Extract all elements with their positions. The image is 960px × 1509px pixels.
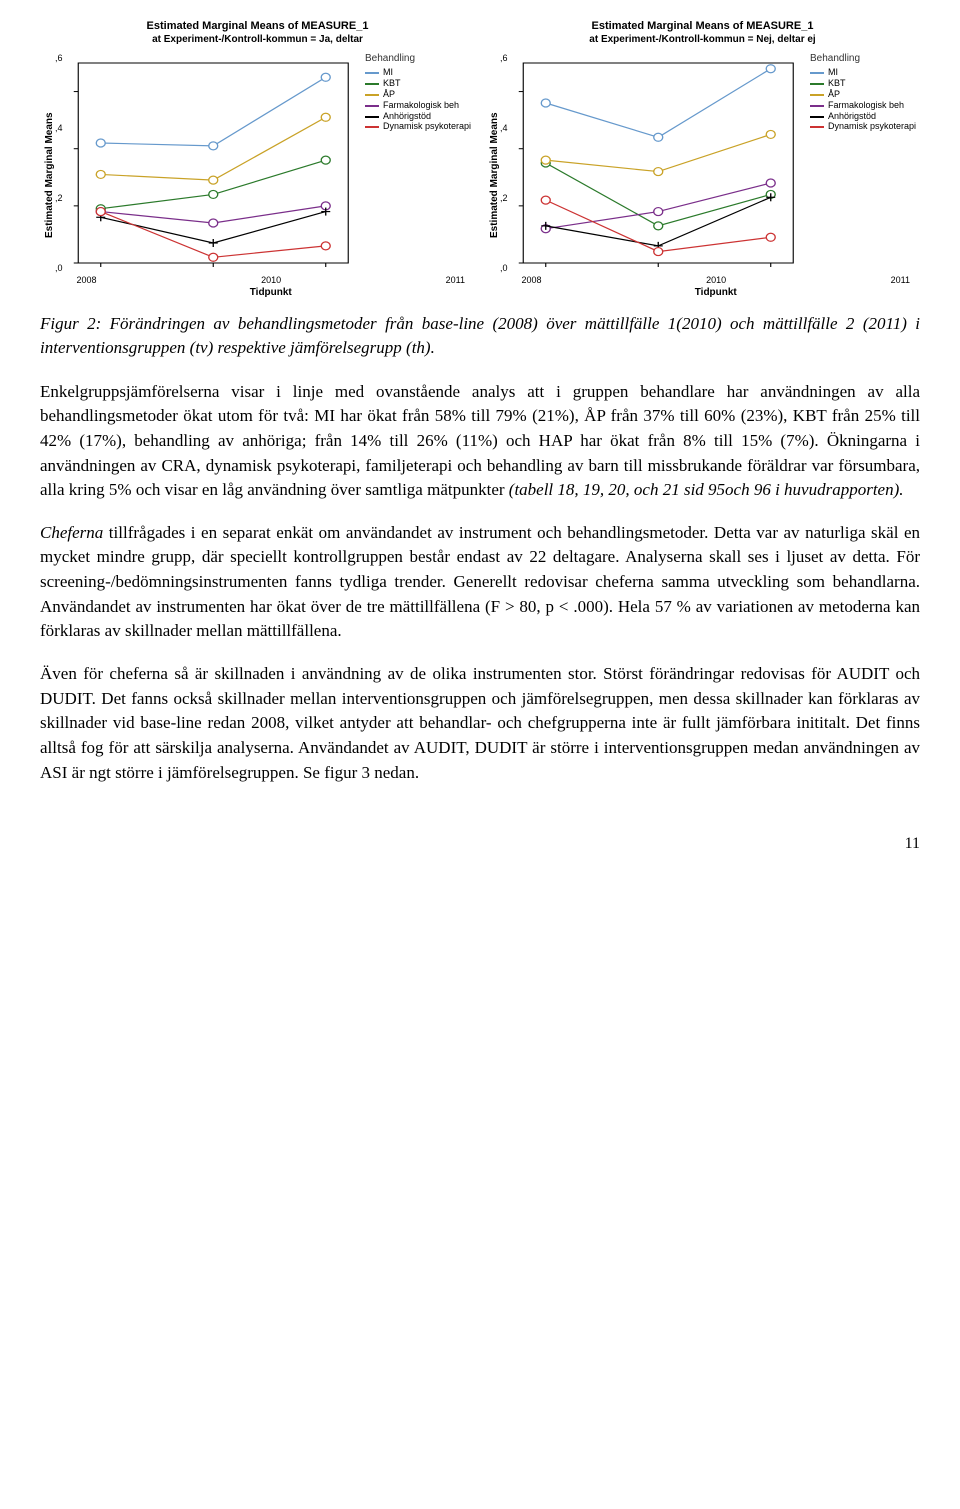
paragraph-2-body: tillfrågades i en separat enkät om använ… — [40, 523, 920, 641]
legend-swatch — [365, 72, 379, 74]
chart-left-subtitle: at Experiment-/Kontroll-kommun = Ja, del… — [40, 34, 475, 45]
legend-label: MI — [828, 68, 838, 78]
legend-swatch — [810, 94, 824, 96]
chart-right-ylabel: Estimated Marginal Means — [485, 53, 500, 298]
legend-swatch — [365, 116, 379, 118]
legend-label: Anhörigstöd — [383, 112, 431, 122]
chart-left-yticks: ,6 ,4 ,2 ,0 — [55, 53, 67, 273]
legend-swatch — [810, 72, 824, 74]
chart-left-xlabel: Tidpunkt — [67, 287, 475, 298]
legend-swatch — [810, 83, 824, 85]
legend-item: Farmakologisk beh — [365, 101, 475, 111]
legend-label: Anhörigstöd — [828, 112, 876, 122]
legend-label: Dynamisk psykoterapi — [383, 122, 471, 132]
chart-left: Estimated Marginal Means of MEASURE_1 at… — [40, 20, 475, 298]
legend-swatch — [365, 94, 379, 96]
legend-item: Dynamisk psykoterapi — [810, 122, 920, 132]
figure-caption: Figur 2: Förändringen av behandlingsmeto… — [40, 312, 920, 360]
legend-swatch — [365, 83, 379, 85]
chart-left-xticks: 2008 2010 2011 — [67, 273, 475, 285]
legend-item: MI — [810, 68, 920, 78]
legend-item: Anhörigstöd — [810, 112, 920, 122]
paragraph-2-lead: Cheferna — [40, 523, 103, 542]
legend-item: ÅP — [810, 90, 920, 100]
charts-row: Estimated Marginal Means of MEASURE_1 at… — [40, 20, 920, 298]
page-number: 11 — [40, 835, 920, 853]
chart-left-legend: Behandling MIKBTÅPFarmakologisk behAnhör… — [359, 53, 475, 273]
chart-left-title: Estimated Marginal Means of MEASURE_1 — [40, 20, 475, 32]
legend-item: Anhörigstöd — [365, 112, 475, 122]
legend-label: KBT — [383, 79, 401, 89]
legend-swatch — [810, 116, 824, 118]
legend-label: ÅP — [383, 90, 395, 100]
legend-item: Farmakologisk beh — [810, 101, 920, 111]
paragraph-2: Cheferna tillfrågades i en separat enkät… — [40, 521, 920, 644]
legend-swatch — [810, 105, 824, 107]
chart-right-subtitle: at Experiment-/Kontroll-kommun = Nej, de… — [485, 34, 920, 45]
legend-label: KBT — [828, 79, 846, 89]
chart-right-legend: Behandling MIKBTÅPFarmakologisk behAnhör… — [804, 53, 920, 273]
legend-item: KBT — [810, 79, 920, 89]
legend-label: MI — [383, 68, 393, 78]
chart-right-title: Estimated Marginal Means of MEASURE_1 — [485, 20, 920, 32]
paragraph-3: Även för cheferna så är skillnaden i anv… — [40, 662, 920, 785]
chart-left-plot — [67, 53, 359, 273]
chart-right-yticks: ,6 ,4 ,2 ,0 — [500, 53, 512, 273]
legend-item: MI — [365, 68, 475, 78]
legend-swatch — [365, 105, 379, 107]
chart-right-plot — [512, 53, 804, 273]
legend-swatch — [365, 126, 379, 128]
legend-item: Dynamisk psykoterapi — [365, 122, 475, 132]
chart-right-xticks: 2008 2010 2011 — [512, 273, 920, 285]
legend-item: ÅP — [365, 90, 475, 100]
legend-label: Dynamisk psykoterapi — [828, 122, 916, 132]
legend-label: Farmakologisk beh — [828, 101, 904, 111]
legend-item: KBT — [365, 79, 475, 89]
legend-label: Farmakologisk beh — [383, 101, 459, 111]
chart-right: Estimated Marginal Means of MEASURE_1 at… — [485, 20, 920, 298]
legend-label: ÅP — [828, 90, 840, 100]
paragraph-1: Enkelgruppsjämförelserna visar i linje m… — [40, 380, 920, 503]
chart-right-xlabel: Tidpunkt — [512, 287, 920, 298]
legend-swatch — [810, 126, 824, 128]
chart-left-ylabel: Estimated Marginal Means — [40, 53, 55, 298]
